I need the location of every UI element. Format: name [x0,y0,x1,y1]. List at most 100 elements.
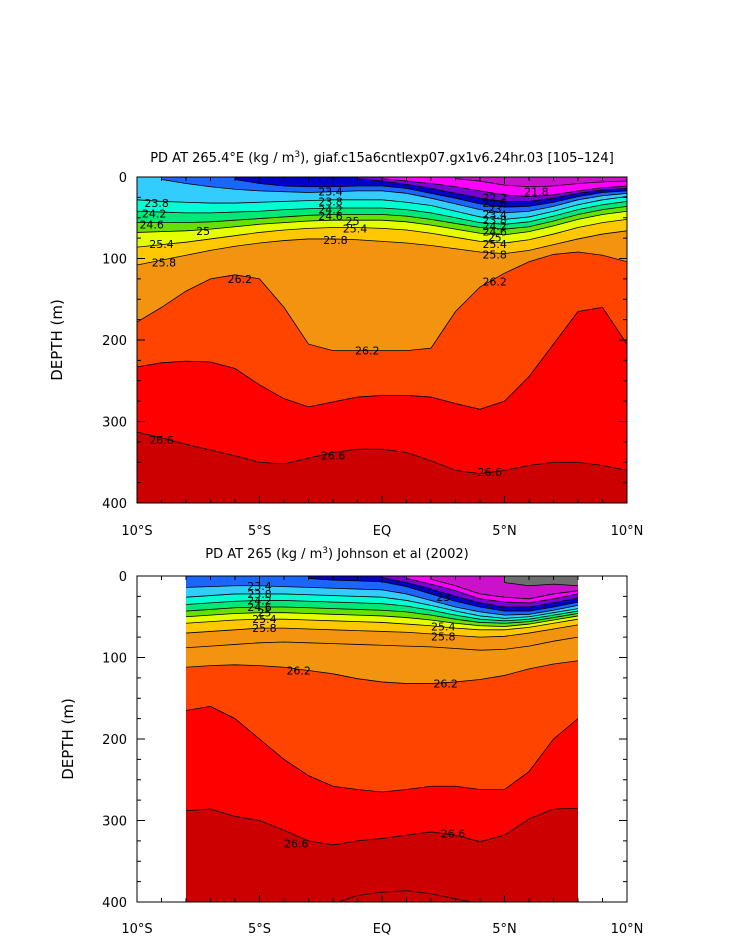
contour-label: 23.4 [247,580,272,593]
contour-label: 26.2 [433,678,458,691]
contour-label: 23.8 [144,197,169,210]
contour-label: 21.8 [524,186,549,199]
isopycnal-line-25-4 [185,618,579,631]
contour-label: 25.4 [149,238,174,251]
x-tick-label: 10°N [611,524,644,539]
y-axis-label-model: DEPTH (m) [48,299,66,381]
y-tick-label: 200 [102,733,127,748]
isopycnal-line-25 [185,612,579,627]
panel-title-observed: PD AT 265 (kg / m3) Johnson et al (2002) [205,546,469,562]
isopycnal-line-21-8 [455,178,627,188]
x-tick-label: 10°N [611,922,644,937]
contour-label: 26.6 [321,450,346,463]
contour-label: 24.6 [482,226,507,239]
contour-label: 24.6 [139,218,164,231]
contour-label: 26.6 [149,434,174,447]
isopycnal-line-23-4 [185,585,579,616]
density-band-21 [504,576,578,586]
axis-ticks: 10°S 5°S EQ 5°N 10°N 0 100 200 300 400 [102,570,643,937]
contour-label: 23.4 [318,186,343,199]
isopycnal-line-23 [234,179,627,208]
contour-label: 25.4 [431,621,456,634]
y-tick-label: 200 [102,334,127,349]
title-superscript: 3 [294,150,300,160]
contour-label: 24.2 [318,204,343,217]
contour-label: 25.4 [482,238,507,251]
isopycnal-line-23-4 [161,179,627,214]
contour-label: 25.4 [343,222,368,235]
contour-label: 25.8 [252,622,277,635]
filled-bands [186,576,578,902]
y-axis-label-observed: DEPTH (m) [59,698,77,780]
y-tick-label: 300 [102,815,127,830]
contour-label: 26.6 [478,466,503,479]
contour-label: 24.2 [142,208,167,221]
contour-label: 25.8 [431,630,456,643]
contour-label: 23.8 [318,195,343,208]
title-prefix: PD AT 265.4°E (kg / m [150,151,294,166]
contour-label: 25 [257,607,271,620]
title-prefix: PD AT 265 (kg / m [205,547,322,562]
isopycnal-line-24-2 [137,201,627,225]
contour-label: 26.6 [441,828,466,841]
contour-label: 24.2 [482,220,507,233]
isopycnal-line-26-6 [137,431,627,475]
contour-label: 23.4 [482,208,507,221]
contour-labels: 23.42323.824.224.62525.425.425.825.826.2… [247,580,465,851]
contour-label: 26.6 [284,837,309,850]
contour-label: 22.2 [482,191,507,204]
isopycnal-line-24-6 [137,205,627,230]
x-tick-label: 5°S [248,524,271,539]
contour-label: 26.2 [228,273,253,286]
title-superscript: 3 [322,546,328,556]
isopycnal-line-21 [504,582,579,587]
y-tick-label: 400 [102,896,127,911]
contour-label: 25.8 [482,248,507,261]
contour-label: 23 [436,591,450,604]
x-tick-label: EQ [373,922,391,937]
isopycnal-line-23-8 [185,593,579,619]
filled-bands [137,177,627,474]
isopycnal-line-22-6 [357,178,627,202]
isopycnal-line-26-4 [137,306,627,410]
isopycnal-line-25-8 [185,624,579,638]
y-tick-label: 100 [102,652,127,667]
x-tick-label: 10°S [121,922,152,937]
y-tick-label: 100 [102,253,127,268]
contour-lines [137,178,627,475]
isopycnal-line-22-6 [381,577,579,608]
isopycnal-line-22-2 [406,578,579,604]
contour-label: 24.6 [318,210,343,223]
y-tick-label: 0 [119,171,127,186]
title-suffix: ) Johnson et al (2002) [328,547,469,562]
x-tick-label: 5°N [492,922,517,937]
contour-label: 24.2 [247,594,272,607]
density-band-21-8 [455,177,627,187]
contour-label: 23.8 [247,588,272,601]
isopycnal-line-25-8 [137,230,627,266]
plot-area-observed: 23.42323.824.224.62525.425.425.825.826.2… [185,576,579,902]
isopycnal-line-24-2 [185,600,579,622]
panel-model: PD AT 265.4°E (kg / m3), giaf.c15a6cntle… [48,150,643,539]
contour-label: 24.6 [247,601,272,614]
isopycnal-line-25 [137,210,627,236]
contour-label: 26.2 [355,345,380,358]
x-tick-label: 5°S [248,922,271,937]
contour-label: 22.6 [482,197,507,210]
isopycnal-line-24-6 [185,606,579,624]
panel-observed: PD AT 265 (kg / m3) Johnson et al (2002)… [59,546,643,937]
x-tick-label: EQ [373,524,391,539]
axis-ticks: 10°S 5°S EQ 5°N 10°N 0 100 200 300 400 [102,171,643,539]
panel-title-model: PD AT 265.4°E (kg / m3), giaf.c15a6cntle… [150,150,614,166]
y-tick-label: 400 [102,497,127,512]
contour-label: 26.2 [286,665,311,678]
x-tick-label: 5°N [492,524,517,539]
contour-label: 23.8 [482,214,507,227]
isopycnal-line-25-4 [137,218,627,248]
isopycnal-line-26-2 [137,251,627,351]
isopycnal-line-21-8 [430,578,579,600]
contour-label: 26.2 [482,275,507,288]
